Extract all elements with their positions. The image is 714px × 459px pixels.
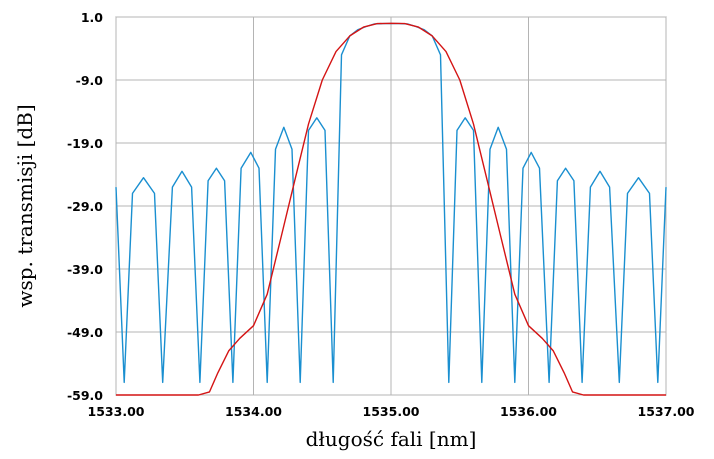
x-tick-label: 1533.00 — [88, 404, 145, 419]
y-tick-label: -19.0 — [67, 136, 103, 151]
y-tick-label: -39.0 — [67, 262, 103, 277]
tick-label-layer: 1533.00 1534.00 1535.00 1536.00 1537.00 1.0 -9… — [67, 10, 695, 419]
y-tick-label: -59.0 — [67, 388, 103, 403]
series-layer — [115, 22, 667, 396]
x-tick-label: 1535.00 — [363, 404, 420, 419]
y-axis-title: wsp. transmisji [dB] — [13, 104, 37, 307]
series-line-2 — [116, 22, 666, 396]
y-tick-label: 1.0 — [81, 10, 103, 25]
x-axis-title: długość fali [nm] — [306, 427, 477, 451]
x-tick-label: 1534.00 — [225, 404, 282, 419]
y-tick-label: -29.0 — [67, 199, 103, 214]
y-tick-label: -49.0 — [67, 325, 103, 340]
x-tick-label: 1537.00 — [638, 404, 695, 419]
x-tick-label: 1536.00 — [500, 404, 557, 419]
y-tick-label: -9.0 — [76, 73, 104, 88]
